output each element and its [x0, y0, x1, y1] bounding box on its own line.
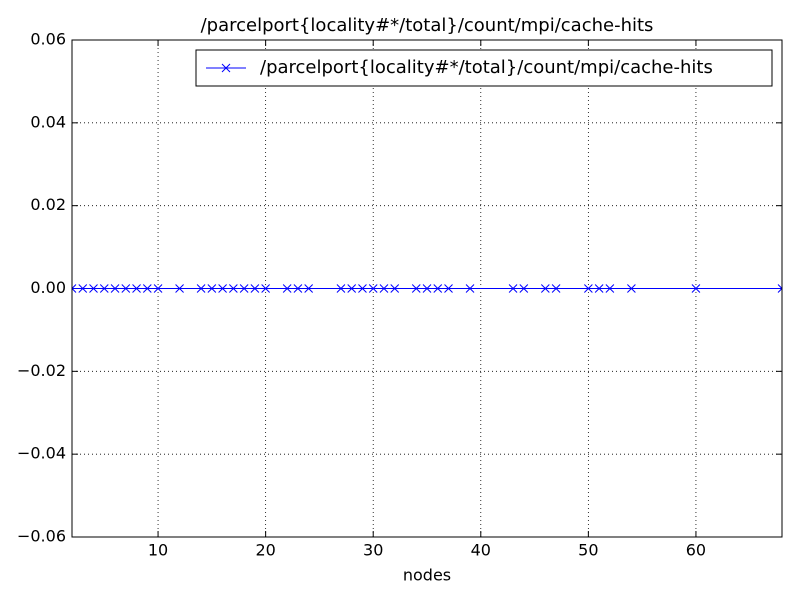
marker [78, 284, 88, 293]
marker [304, 284, 314, 293]
marker [390, 284, 400, 293]
marker [221, 63, 231, 73]
y-tick-label: −0.06 [17, 527, 66, 546]
marker [336, 284, 346, 293]
marker [465, 284, 475, 293]
y-tick-label: 0.02 [30, 195, 66, 214]
x-tick-label: 20 [255, 541, 275, 560]
x-axis-label: nodes [403, 566, 451, 585]
marker [540, 284, 550, 293]
y-tick-label: 0.00 [30, 278, 66, 297]
marker [605, 284, 615, 293]
marker [627, 284, 636, 293]
marker [72, 284, 77, 293]
marker [250, 284, 260, 293]
marker [229, 284, 238, 293]
legend-label: /parcelport{locality#*/total}/count/mpi/… [260, 57, 713, 78]
x-tick-label: 10 [148, 541, 168, 560]
marker [777, 284, 782, 293]
marker [196, 284, 206, 293]
marker [175, 284, 184, 293]
marker [347, 284, 357, 293]
marker [379, 284, 389, 293]
marker [444, 284, 453, 293]
marker [142, 284, 152, 293]
y-tick-label: 0.06 [30, 30, 66, 49]
marker [218, 284, 227, 293]
marker [282, 284, 292, 293]
y-tick-label: −0.04 [17, 444, 66, 463]
plot-area [72, 284, 782, 293]
marker [358, 284, 367, 293]
marker [89, 284, 98, 293]
marker [551, 284, 561, 293]
marker [207, 284, 217, 293]
y-tick-label: −0.02 [17, 361, 66, 380]
marker [99, 284, 109, 293]
marker [691, 284, 701, 293]
marker [594, 284, 604, 293]
chart-title: /parcelport{locality#*/total}/count/mpi/… [201, 15, 654, 36]
marker [293, 284, 303, 293]
marker [584, 284, 593, 293]
legend-box [195, 49, 773, 87]
marker [132, 284, 141, 293]
plot-frame [71, 39, 783, 538]
marker [433, 284, 443, 293]
marker [239, 284, 249, 293]
x-tick-label: 30 [363, 541, 383, 560]
legend: /parcelport{locality#*/total}/count/mpi/… [195, 49, 773, 87]
marker [422, 284, 432, 293]
marker [261, 284, 270, 293]
x-tick-label: 50 [578, 541, 598, 560]
marker [368, 284, 378, 293]
marker [121, 284, 131, 293]
marker [508, 284, 518, 293]
x-tick-label: 60 [686, 541, 706, 560]
y-tick-label: 0.04 [30, 112, 66, 131]
x-tick-label: 40 [471, 541, 491, 560]
marker [519, 284, 529, 293]
marker [411, 284, 421, 293]
marker [153, 284, 163, 293]
marker [110, 284, 120, 293]
